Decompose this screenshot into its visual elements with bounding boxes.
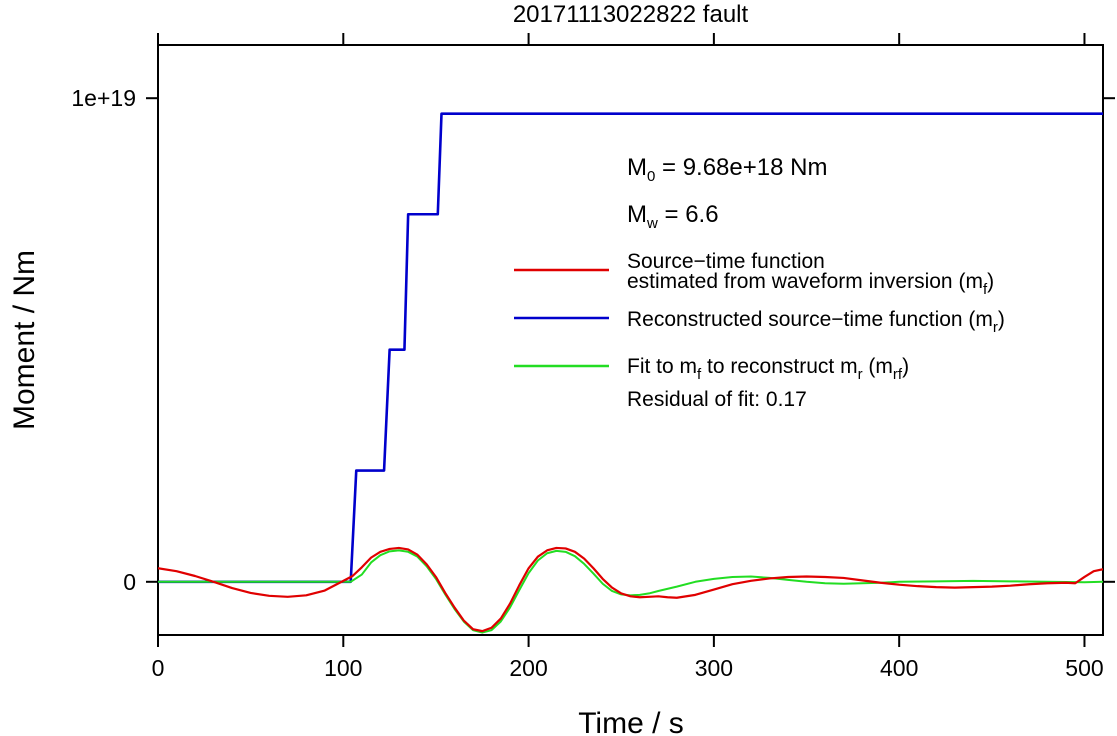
x-tick-label: 300 xyxy=(695,655,733,681)
legend-label-green: Fit to mf to reconstruct mr (mrf) xyxy=(627,355,909,383)
seismic-moment-label: M0 = 9.68e+18 Nm xyxy=(627,154,827,185)
legend-label-red-line1: Source−time function xyxy=(627,250,825,273)
y-axis-title: Moment / Nm xyxy=(8,250,41,430)
plot-area: 0 100 200 300 400 500 0 1e+19 20171113022822 fau… xyxy=(8,1,1115,736)
residual-label: Residual of fit: 0.17 xyxy=(627,388,807,411)
legend-label-red-line2: estimated from waveform inversion (mf) xyxy=(627,270,994,298)
moment-magnitude-label: Mw = 6.6 xyxy=(627,201,719,232)
x-tick-label: 100 xyxy=(324,655,362,681)
x-tick-label: 400 xyxy=(880,655,918,681)
x-tick-label: 0 xyxy=(152,655,165,681)
series-layer xyxy=(158,112,1103,634)
series-blue-reconstructed xyxy=(158,112,1103,584)
y-tick-label: 0 xyxy=(123,569,136,595)
plot-frame xyxy=(157,44,1104,636)
x-axis-title: Time / s xyxy=(578,707,684,736)
legend-label-blue: Reconstructed source−time function (mr) xyxy=(627,308,1005,336)
y-tick-label: 1e+19 xyxy=(71,85,136,111)
x-tick-label: 500 xyxy=(1065,655,1103,681)
series-red-stf xyxy=(158,546,1103,633)
chart-title: 20171113022822 fault xyxy=(513,1,749,28)
series-green-fit xyxy=(158,549,1103,634)
annotations: M0 = 9.68e+18 Nm Mw = 6.6 xyxy=(627,154,827,232)
x-tick-label: 200 xyxy=(509,655,547,681)
